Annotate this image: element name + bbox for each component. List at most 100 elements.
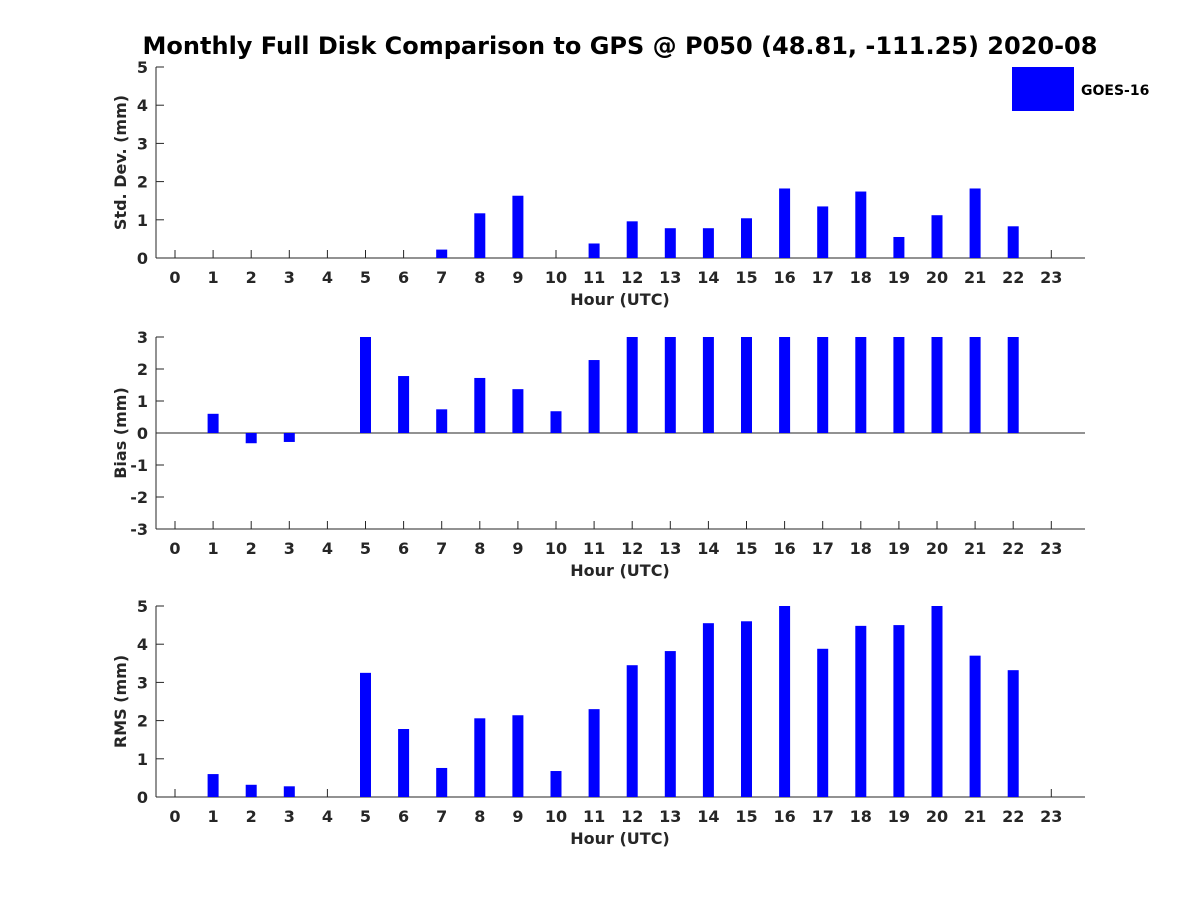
x-tick-label: 2: [246, 539, 257, 558]
x-tick-label: 16: [773, 268, 795, 287]
x-tick-label: 15: [735, 268, 757, 287]
bar-hour-8: [474, 377, 486, 433]
bar-hour-19: [893, 337, 905, 433]
x-tick-label: 5: [360, 539, 371, 558]
x-tick-label: 11: [583, 268, 605, 287]
bar-hour-13: [664, 337, 676, 433]
x-tick-label: 20: [926, 539, 948, 558]
x-tick-label: 4: [322, 539, 333, 558]
x-tick-label: 0: [169, 807, 180, 826]
x-tick-label: 19: [888, 268, 910, 287]
y-tick-label: 1: [137, 392, 148, 411]
bar-hour-11: [588, 709, 600, 797]
bar-hour-7: [436, 409, 448, 433]
x-tick-label: 18: [850, 539, 872, 558]
y-axis-label: Bias (mm): [111, 387, 130, 479]
bar-hour-22: [1007, 337, 1019, 433]
x-tick-label: 17: [812, 807, 834, 826]
x-tick-label: 12: [621, 807, 643, 826]
x-tick-label: 9: [512, 807, 523, 826]
x-tick-label: 21: [964, 807, 986, 826]
x-tick-label: 1: [208, 539, 219, 558]
y-tick-label: -1: [130, 456, 148, 475]
x-tick-label: 6: [398, 539, 409, 558]
x-tick-label: 9: [512, 539, 523, 558]
y-tick-label: 3: [137, 673, 148, 692]
bar-hour-14: [702, 337, 714, 433]
x-tick-label: 15: [735, 539, 757, 558]
x-tick-label: 21: [964, 539, 986, 558]
x-tick-label: 14: [697, 539, 719, 558]
bar-hour-12: [626, 337, 638, 433]
x-tick-label: 18: [850, 807, 872, 826]
bar-hour-18: [855, 337, 867, 433]
x-tick-label: 19: [888, 807, 910, 826]
y-tick-label: 0: [137, 249, 148, 268]
bar-hour-3: [283, 786, 295, 797]
x-tick-label: 23: [1040, 268, 1062, 287]
bar-hour-17: [817, 206, 829, 258]
bar-hour-12: [626, 665, 638, 797]
x-tick-label: 22: [1002, 268, 1024, 287]
x-tick-label: 2: [246, 807, 257, 826]
bar-hour-14: [702, 623, 714, 797]
x-tick-label: 8: [474, 807, 485, 826]
bar-hour-6: [398, 729, 410, 797]
x-tick-label: 6: [398, 268, 409, 287]
bar-hour-16: [779, 188, 791, 258]
y-axis-label: Std. Dev. (mm): [111, 95, 130, 230]
bar-hour-5: [360, 672, 371, 797]
y-tick-label: 0: [137, 788, 148, 807]
x-tick-label: 21: [964, 268, 986, 287]
x-tick-label: 10: [545, 539, 567, 558]
bar-hour-18: [855, 625, 867, 797]
bar-hour-7: [436, 249, 448, 258]
x-tick-label: 18: [850, 268, 872, 287]
x-tick-label: 14: [697, 807, 719, 826]
bar-hour-1: [207, 413, 219, 433]
x-tick-label: 13: [659, 807, 681, 826]
x-tick-label: 5: [360, 807, 371, 826]
x-tick-label: 12: [621, 539, 643, 558]
bar-hour-17: [817, 648, 829, 797]
y-tick-label: 1: [137, 750, 148, 769]
bar-hour-21: [969, 188, 981, 258]
x-tick-label: 9: [512, 268, 523, 287]
chart-title: Monthly Full Disk Comparison to GPS @ P0…: [143, 32, 1098, 60]
bar-hour-9: [512, 715, 524, 797]
x-tick-label: 22: [1002, 807, 1024, 826]
bar-hour-13: [664, 228, 676, 258]
bar-hour-10: [550, 411, 562, 433]
x-tick-label: 4: [322, 268, 333, 287]
bar-hour-10: [550, 771, 562, 797]
x-tick-label: 19: [888, 539, 910, 558]
x-tick-label: 23: [1040, 807, 1062, 826]
x-axis-label: Hour (UTC): [570, 561, 670, 580]
bar-hour-6: [398, 376, 410, 433]
y-tick-label: 1: [137, 211, 148, 230]
bar-hour-9: [512, 195, 524, 258]
bar-hour-14: [702, 228, 714, 258]
bar-hour-19: [893, 236, 905, 258]
x-tick-label: 22: [1002, 539, 1024, 558]
y-tick-label: 0: [137, 424, 148, 443]
bar-hour-7: [436, 767, 448, 797]
y-tick-label: 5: [137, 58, 148, 77]
x-tick-label: 12: [621, 268, 643, 287]
bar-hour-16: [779, 606, 791, 797]
bar-hour-17: [817, 337, 829, 433]
bar-hour-8: [474, 718, 486, 797]
bar-hour-20: [931, 215, 943, 258]
bar-hour-21: [969, 655, 981, 797]
bar-hour-11: [588, 243, 600, 258]
x-tick-label: 3: [284, 539, 295, 558]
y-axis-label: RMS (mm): [111, 655, 130, 748]
x-tick-label: 15: [735, 807, 757, 826]
x-tick-label: 13: [659, 268, 681, 287]
bar-hour-13: [664, 651, 676, 797]
x-tick-label: 13: [659, 539, 681, 558]
x-tick-label: 7: [436, 539, 447, 558]
